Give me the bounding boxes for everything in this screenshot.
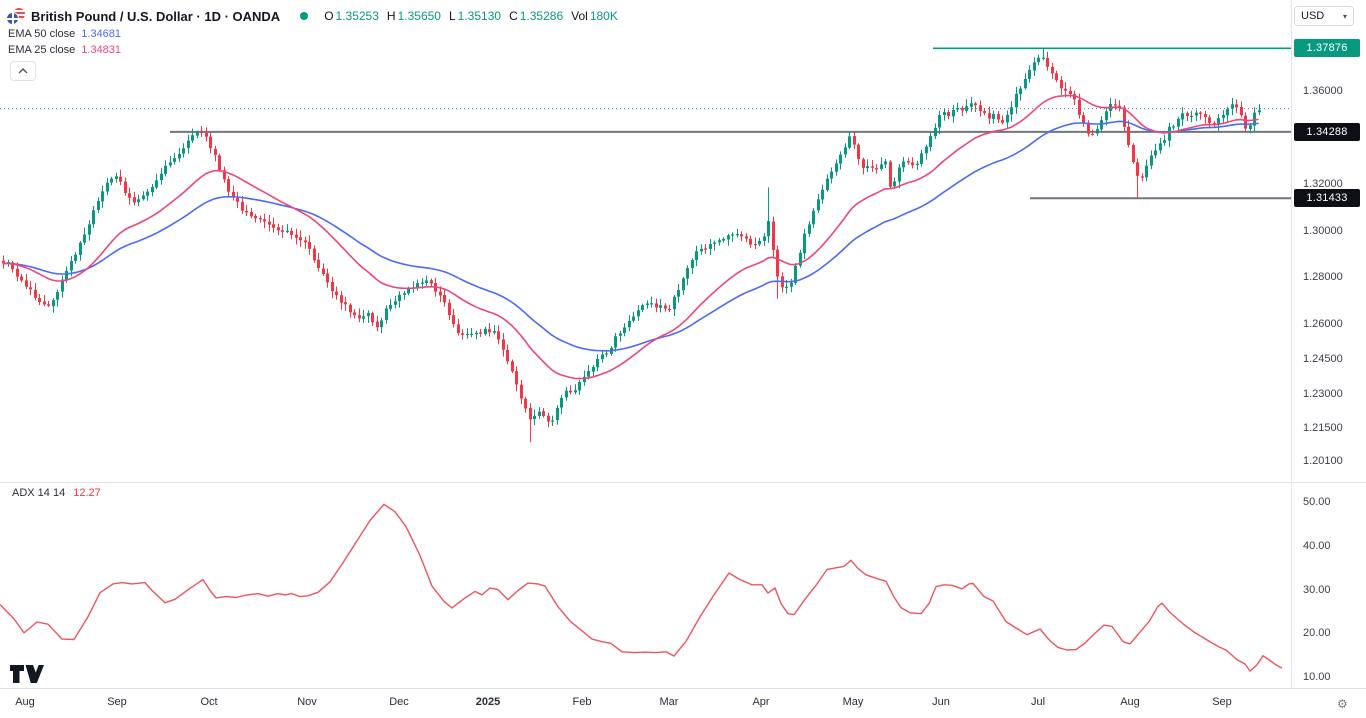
price-tick-label: 1.20100 bbox=[1303, 454, 1343, 467]
open-label: O bbox=[324, 9, 334, 23]
time-axis-label: Mar bbox=[659, 696, 679, 708]
price-axis[interactable]: 1.360001.340001.320001.300001.280001.260… bbox=[1292, 0, 1366, 688]
adx-value: 12.27 bbox=[73, 487, 101, 499]
currency-pair-logo-icon bbox=[6, 7, 25, 25]
time-axis-label: Jul bbox=[1030, 696, 1046, 708]
tradingview-logo-icon[interactable] bbox=[10, 664, 44, 689]
time-axis-label: Sep bbox=[1212, 696, 1232, 708]
price-tick-label: 1.26000 bbox=[1303, 317, 1343, 330]
time-axis-label: Jun bbox=[932, 696, 950, 708]
adx-tick-label: 10.00 bbox=[1303, 671, 1331, 683]
time-axis-label: Aug bbox=[15, 696, 35, 708]
currency-dropdown-value: USD bbox=[1301, 10, 1325, 22]
chevron-down-icon: ▾ bbox=[1342, 11, 1347, 21]
ema50-value: 1.34681 bbox=[81, 28, 122, 40]
time-axis-label: Dec bbox=[389, 696, 409, 708]
time-axis-label: Feb bbox=[572, 696, 592, 708]
high-label: H bbox=[386, 9, 396, 23]
high-value: 1.35650 bbox=[397, 9, 441, 23]
time-axis-label: 2025 bbox=[475, 696, 501, 708]
price-level-badge: 1.37876 bbox=[1294, 39, 1360, 58]
adx-legend-row[interactable]: ADX 14 14 12.27 bbox=[12, 487, 101, 499]
ema25-value: 1.34831 bbox=[81, 44, 122, 56]
price-level-badge: 1.34288 bbox=[1294, 122, 1360, 141]
time-axis-label: May bbox=[842, 696, 864, 708]
symbol-title[interactable]: British Pound / U.S. Dollar · 1D · OANDA bbox=[31, 8, 281, 24]
price-tick-label: 1.30000 bbox=[1303, 224, 1343, 237]
adx-tick-label: 30.00 bbox=[1303, 583, 1331, 596]
low-label: L bbox=[448, 9, 456, 23]
price-tick-label: 1.21500 bbox=[1303, 422, 1343, 435]
price-tick-label: 1.32000 bbox=[1303, 178, 1343, 191]
time-axis-label: Nov bbox=[297, 696, 317, 708]
time-axis-label: Aug bbox=[1120, 696, 1140, 708]
volume-label: Vol bbox=[571, 9, 588, 23]
price-tick-label: 1.24500 bbox=[1303, 352, 1343, 365]
price-level-badge: 1.31433 bbox=[1294, 189, 1360, 208]
adx-tick-label: 50.00 bbox=[1303, 496, 1331, 508]
price-tick-label: 1.36000 bbox=[1303, 85, 1343, 97]
collapse-legend-button[interactable] bbox=[10, 61, 36, 81]
ema25-label: EMA 25 close bbox=[8, 44, 76, 56]
close-label: C bbox=[509, 9, 518, 23]
close-value: 1.35286 bbox=[519, 9, 564, 23]
open-value: 1.35253 bbox=[335, 9, 379, 23]
chevron-up-icon bbox=[18, 68, 28, 74]
ema25-legend-row[interactable]: EMA 25 close 1.34831 bbox=[8, 43, 121, 57]
price-tick-label: 1.28000 bbox=[1303, 271, 1343, 284]
low-value: 1.35130 bbox=[457, 9, 502, 23]
price-tick-label: 1.23000 bbox=[1303, 387, 1343, 400]
time-axis[interactable]: Aug Sep Oct Nov Dec 2025 Feb Mar Apr May Jun Jul Aug… bbox=[0, 689, 1366, 718]
ema50-legend-row[interactable]: EMA 50 close 1.34681 bbox=[8, 27, 121, 41]
time-axis-label: Oct bbox=[200, 696, 218, 708]
gear-icon[interactable]: ⚙ bbox=[1337, 697, 1348, 711]
time-axis-label: Apr bbox=[752, 696, 770, 708]
price-axis-currency-dropdown[interactable]: USD ▾ bbox=[1294, 6, 1354, 26]
adx-label: ADX 14 14 bbox=[12, 487, 66, 499]
volume-value: 180K bbox=[589, 9, 618, 23]
symbol-legend-row[interactable]: British Pound / U.S. Dollar · 1D · OANDA… bbox=[6, 7, 618, 25]
adx-tick-label: 20.00 bbox=[1303, 627, 1331, 640]
adx-tick-label: 40.00 bbox=[1303, 539, 1331, 552]
ohlc-values: O 1.35253 H 1.35650 L 1.35130 C 1.35286 Vol 1… bbox=[324, 9, 618, 23]
time-axis-label: Sep bbox=[107, 696, 127, 708]
ema50-label: EMA 50 close bbox=[8, 28, 76, 40]
market-status-dot-icon bbox=[300, 12, 309, 20]
